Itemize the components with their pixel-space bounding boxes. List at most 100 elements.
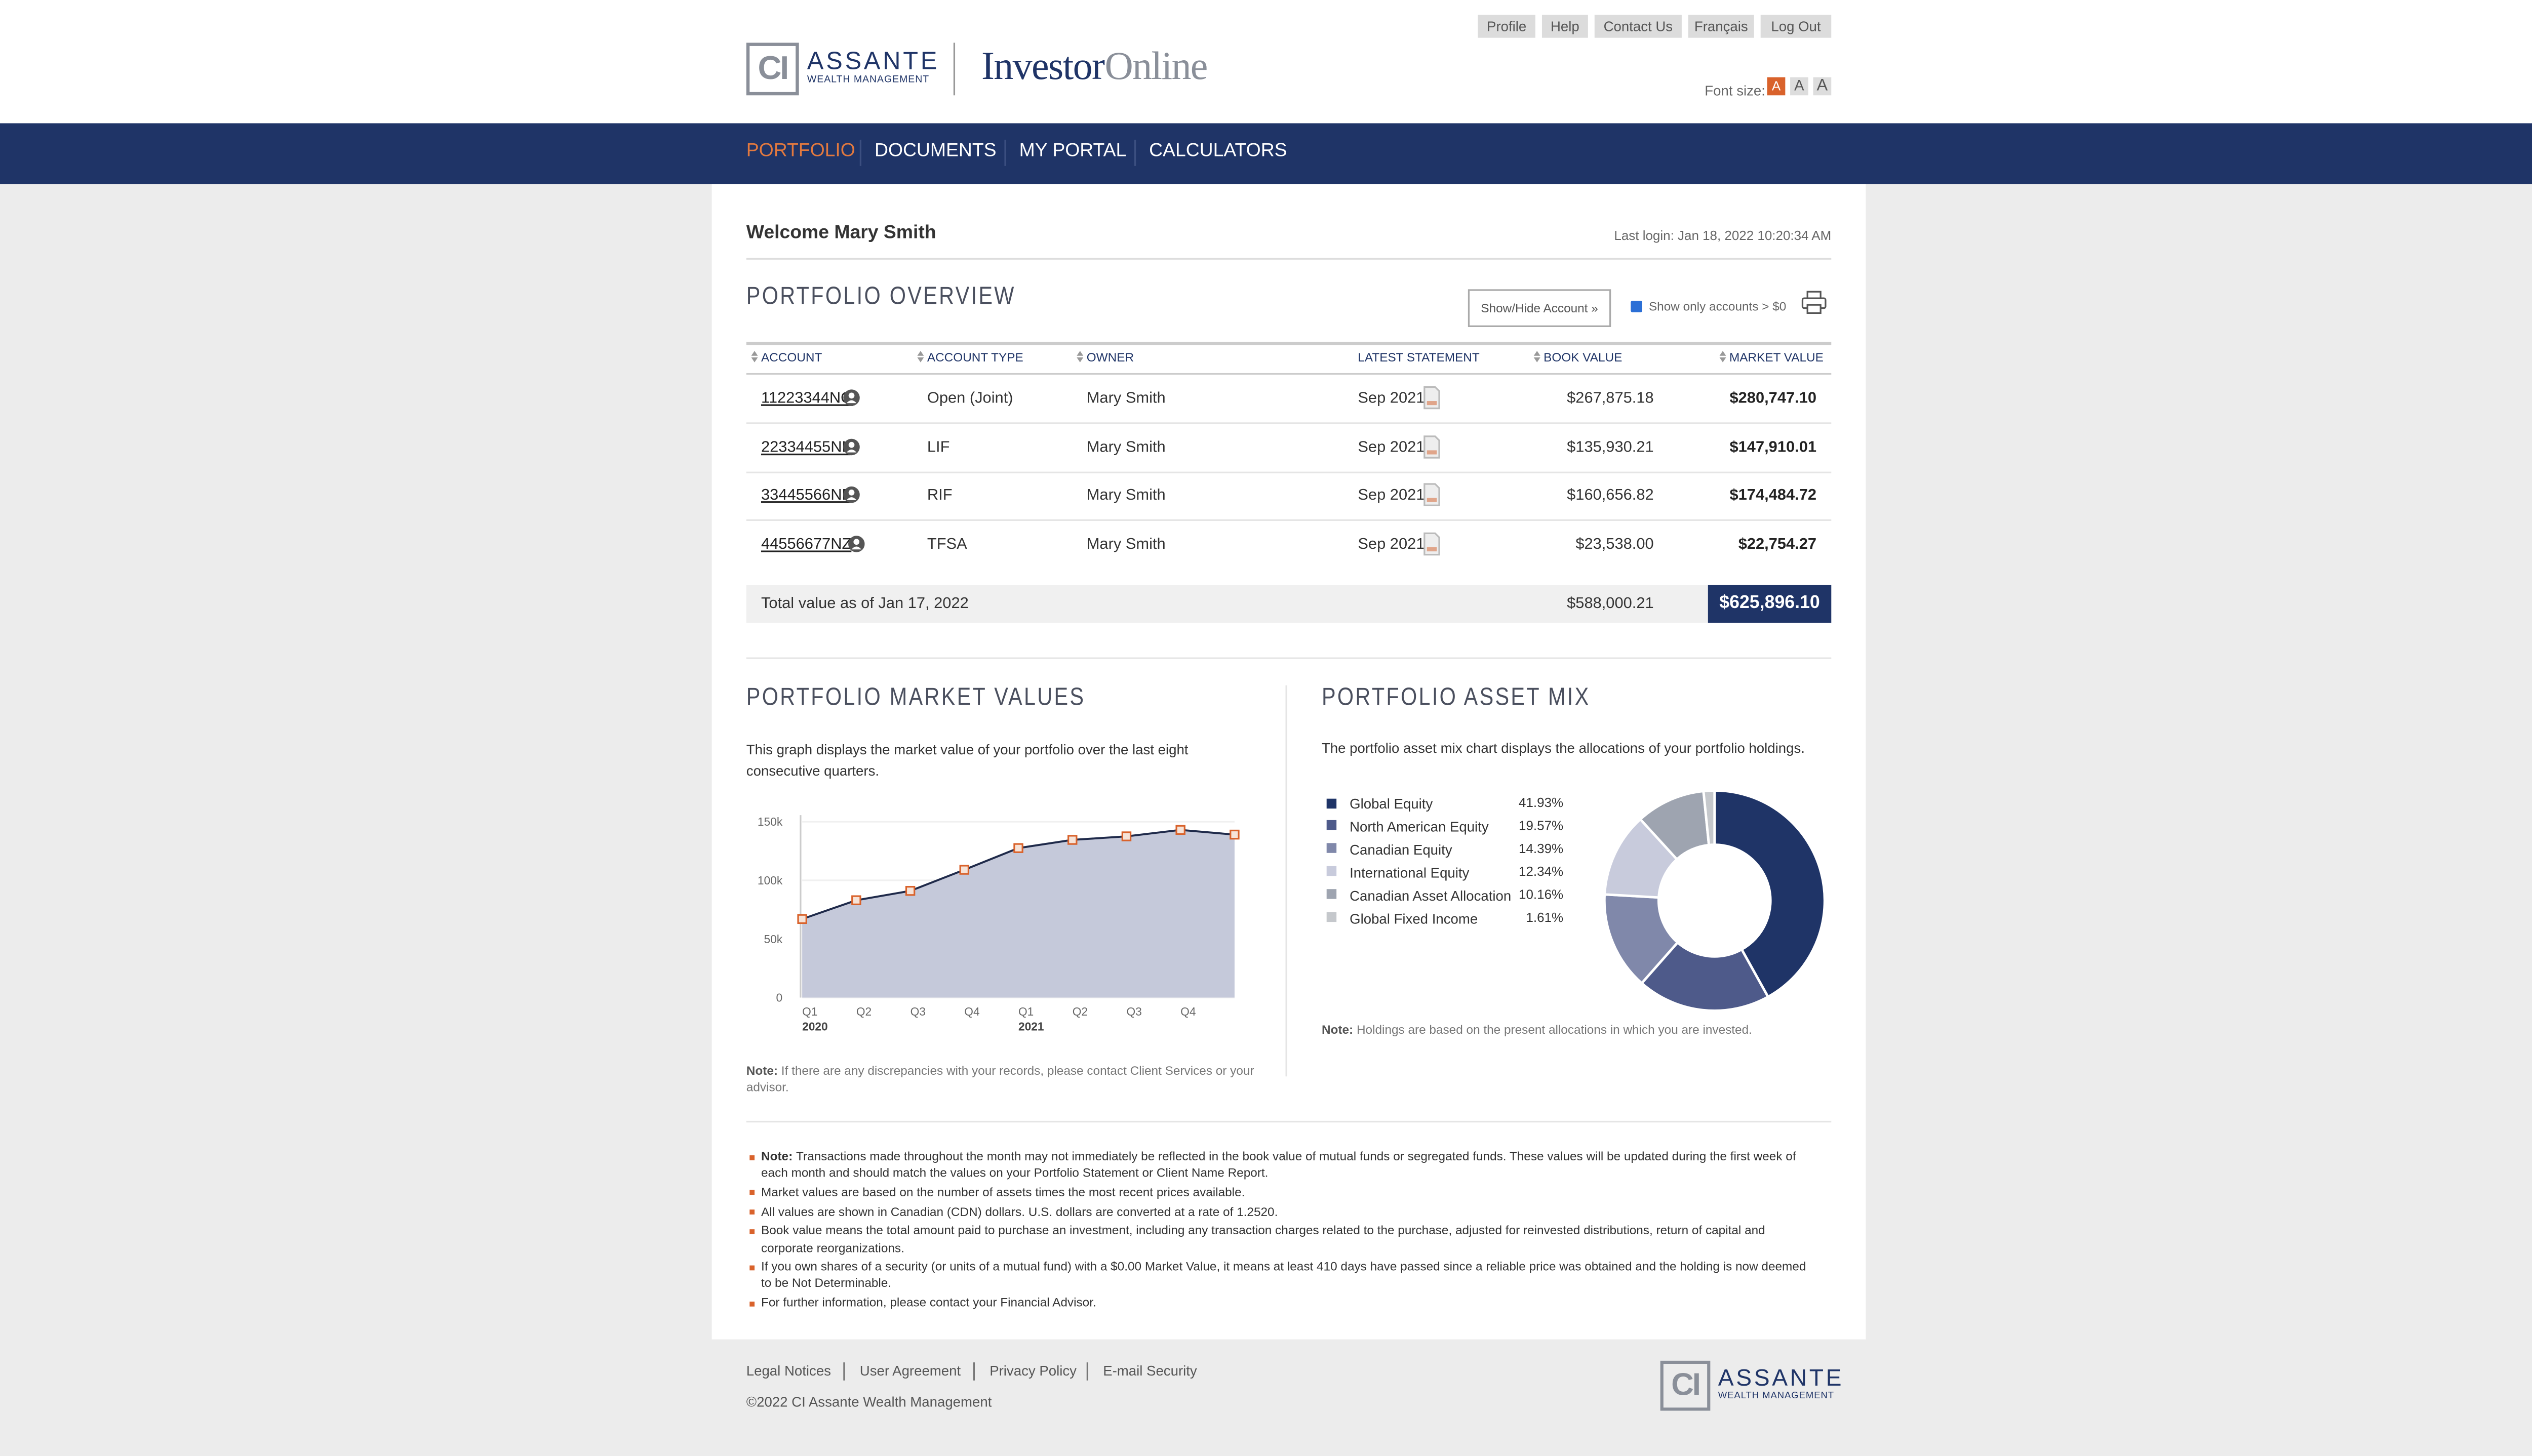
market-value: $22,754.27: [1738, 536, 1817, 554]
nav-separator: [1004, 139, 1006, 166]
section-title: PORTFOLIO MARKET VALUES: [746, 683, 1086, 712]
legend-swatch: [1326, 821, 1337, 831]
footer-link[interactable]: Legal Notices: [746, 1362, 832, 1379]
owner-icon-head: [848, 392, 855, 399]
logo: CI ASSANTE WEALTH MANAGEMENT: [746, 43, 944, 96]
statement-date: Sep 2021: [1358, 536, 1425, 554]
legend-swatch: [1326, 912, 1337, 922]
footer-link[interactable]: Privacy Policy: [990, 1362, 1077, 1379]
divider: [1285, 685, 1287, 1077]
account-type: TFSA: [927, 536, 967, 554]
column-header[interactable]: LATEST STATEMENT: [1358, 350, 1480, 365]
legend-label: Global Equity: [1350, 795, 1433, 812]
show-hide-button[interactable]: Show/Hide Account »: [1468, 289, 1611, 327]
note-item: For further information, please contact …: [749, 1295, 1818, 1312]
account-link[interactable]: 44556677NZ: [761, 536, 852, 554]
note-item: Note: Transactions made throughout the m…: [749, 1149, 1818, 1182]
footer-separator: [1086, 1362, 1088, 1381]
statement-icon: [1423, 435, 1440, 458]
account-link[interactable]: 11223344NO: [761, 389, 853, 408]
nav-item[interactable]: PORTFOLIO: [746, 141, 855, 161]
owner-icon-body: [851, 546, 862, 550]
print-icon: [1801, 291, 1827, 314]
header-link[interactable]: Profile: [1478, 15, 1535, 38]
x-year-label: 2021: [1018, 1020, 1044, 1033]
print-icon-paper: [1806, 304, 1822, 314]
area: [802, 830, 1235, 998]
header: [0, 0, 2532, 124]
note-text: If you own shares of a security (or unit…: [761, 1259, 1806, 1291]
statement-icon-badge: [1427, 498, 1437, 503]
marker: [797, 914, 807, 924]
owner-icon: [843, 438, 860, 455]
header-link[interactable]: Help: [1541, 15, 1588, 38]
header-link[interactable]: Contact Us: [1594, 15, 1682, 38]
note-label: Note:: [761, 1149, 793, 1164]
legend-swatch: [1326, 866, 1337, 876]
column-header[interactable]: MARKET VALUE: [1729, 350, 1824, 365]
statement-icon-badge: [1427, 547, 1437, 552]
statement-date: Sep 2021: [1358, 438, 1425, 457]
account-type: Open (Joint): [927, 389, 1013, 408]
print-icon-top: [1806, 291, 1822, 299]
statement-icon-badge: [1427, 401, 1437, 406]
section-title: PORTFOLIO OVERVIEW: [746, 282, 1016, 311]
market-value: $147,910.01: [1729, 438, 1817, 457]
section-description: The portfolio asset mix chart displays t…: [1321, 739, 1805, 756]
table-border: [746, 342, 1832, 345]
asset-mix-chart: [1603, 789, 1826, 1012]
x-tick-label: Q3: [911, 1005, 926, 1018]
legend-value: 12.34%: [1519, 864, 1564, 879]
owner: Mary Smith: [1086, 487, 1166, 505]
statement-icon: [1423, 386, 1440, 410]
sort-icon: [751, 351, 758, 362]
x-tick-label: Q4: [964, 1005, 979, 1018]
book-value: $160,656.82: [1567, 487, 1654, 505]
note-text: Holdings are based on the present alloca…: [1356, 1022, 1752, 1037]
chart-note: Note: If there are any discrepancies wit…: [746, 1063, 1273, 1096]
book-value: $135,930.21: [1567, 438, 1654, 457]
owner-icon-head: [853, 539, 860, 545]
owner-icon-head: [848, 441, 855, 448]
checkbox[interactable]: [1631, 301, 1642, 312]
column-header[interactable]: ACCOUNT TYPE: [927, 350, 1023, 365]
header-link[interactable]: Log Out: [1760, 15, 1832, 38]
marker: [1175, 825, 1185, 835]
copyright: ©2022 CI Assante Wealth Management: [746, 1393, 992, 1410]
owner-icon-body: [846, 498, 857, 501]
font-size-button[interactable]: A: [1813, 77, 1832, 96]
total-row: [746, 585, 1832, 623]
statement-date: Sep 2021: [1358, 389, 1425, 408]
account-link[interactable]: 33445566NF: [761, 487, 852, 505]
owner-icon-body: [846, 449, 857, 452]
y-tick-label: 0: [776, 991, 783, 1004]
owner-icon-body: [846, 400, 857, 403]
x-tick-label: Q3: [1126, 1005, 1141, 1018]
footer-link[interactable]: User Agreement: [859, 1362, 961, 1379]
logo-mark: CI: [1660, 1360, 1711, 1411]
nav-item[interactable]: CALCULATORS: [1149, 141, 1287, 161]
nav-item[interactable]: MY PORTAL: [1019, 141, 1127, 161]
font-size-button[interactable]: A: [1790, 77, 1808, 96]
footer-separator: [973, 1362, 975, 1381]
column-header[interactable]: OWNER: [1086, 350, 1134, 365]
sort-icon: [1077, 351, 1084, 362]
legend-value: 10.16%: [1519, 886, 1564, 902]
note-text: Transactions made throughout the month m…: [761, 1149, 1796, 1181]
note-text: All values are shown in Canadian (CDN) d…: [761, 1204, 1278, 1219]
column-header[interactable]: ACCOUNT: [761, 350, 822, 365]
account-link[interactable]: 22334455NL: [761, 438, 851, 457]
column-header[interactable]: BOOK VALUE: [1544, 350, 1623, 365]
book-value: $23,538.00: [1575, 536, 1654, 554]
nav-item[interactable]: DOCUMENTS: [874, 141, 997, 161]
market-value-chart: 0 50k 100k 150k Q1 Q2 Q3 Q4 Q1 Q2 Q3 Q4 2020 2021: [758, 815, 1240, 1033]
sort-icon: [1533, 351, 1540, 362]
logo-mark: CI: [746, 43, 799, 96]
font-size-button[interactable]: A: [1767, 77, 1786, 96]
header-link[interactable]: Français: [1688, 15, 1754, 38]
owner-icon: [848, 536, 865, 553]
y-tick-label: 150k: [758, 815, 783, 828]
legend-label: North American Equity: [1350, 818, 1489, 835]
footer-link[interactable]: E-mail Security: [1103, 1362, 1197, 1379]
x-year-label: 2020: [802, 1020, 828, 1033]
